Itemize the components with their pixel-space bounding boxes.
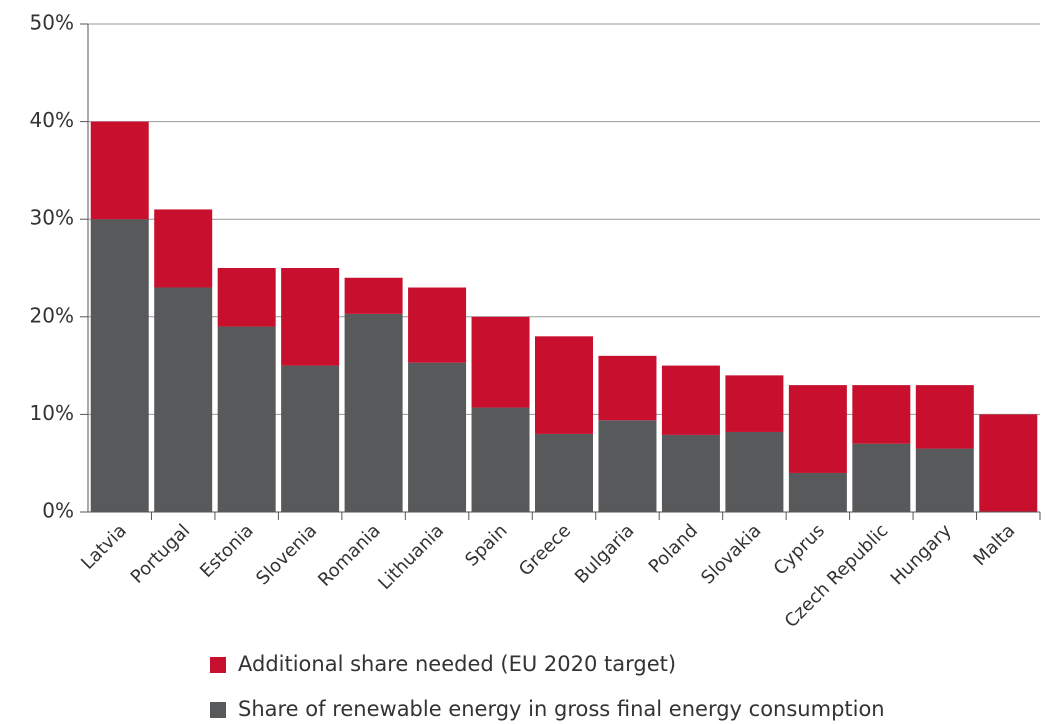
bar-segment: [915, 385, 974, 449]
x-tick-label: Spain: [461, 520, 511, 570]
x-tick-label: Latvia: [77, 520, 131, 574]
x-tick-label: Malta: [969, 520, 1019, 570]
bar-segment: [788, 385, 847, 473]
bar-segment: [90, 121, 149, 220]
x-tick-label: Slovakia: [697, 520, 765, 588]
y-tick-label: 10%: [30, 401, 74, 425]
y-tick-label: 40%: [30, 108, 74, 132]
x-tick-label: Lithuania: [374, 520, 448, 594]
y-tick-label: 50%: [30, 11, 74, 35]
bar-segment: [217, 326, 276, 512]
bar-segment: [788, 472, 847, 512]
bar-segment: [90, 219, 149, 512]
bar-segment: [598, 355, 657, 421]
x-tick-label: Bulgaria: [571, 520, 639, 588]
x-tick-label: Hungary: [887, 520, 956, 589]
bar-segment: [979, 414, 1038, 512]
bar-segment: [725, 431, 784, 512]
bar-segment: [598, 420, 657, 512]
bar-segment: [344, 277, 403, 314]
bar-segment: [471, 407, 530, 512]
bar-segment: [725, 375, 784, 432]
bar-segment: [535, 433, 593, 512]
bar-segment: [408, 362, 467, 512]
x-tick-label: Portugal: [127, 520, 195, 588]
x-tick-label: Slovenia: [252, 520, 321, 589]
bar-segment: [915, 448, 974, 512]
bar-segment: [471, 316, 530, 408]
y-tick-label: 20%: [30, 303, 74, 327]
legend-label: Additional share needed (EU 2020 target): [238, 652, 676, 676]
bar-segment: [408, 287, 467, 363]
bar-segment: [217, 268, 276, 327]
legend-swatch: [210, 702, 226, 718]
bar-segment: [852, 443, 911, 512]
bar-segment: [154, 209, 213, 288]
y-tick-label: 30%: [30, 206, 74, 230]
x-tick-label: Cyprus: [770, 520, 829, 579]
bar-segment: [154, 287, 213, 512]
x-tick-label: Estonia: [196, 520, 258, 582]
bar-segment: [281, 365, 340, 512]
bar-segment: [344, 313, 403, 512]
bar-segment: [661, 434, 720, 512]
bar-segment: [661, 365, 720, 435]
legend-swatch: [210, 657, 226, 673]
x-tick-label: Poland: [645, 520, 702, 577]
bar-segment: [852, 385, 911, 444]
x-tick-label: Greece: [515, 520, 575, 580]
bar-segment: [281, 268, 340, 366]
y-tick-label: 0%: [42, 499, 74, 523]
bar-segment: [535, 336, 593, 434]
legend-label: Share of renewable energy in gross final…: [238, 697, 885, 721]
